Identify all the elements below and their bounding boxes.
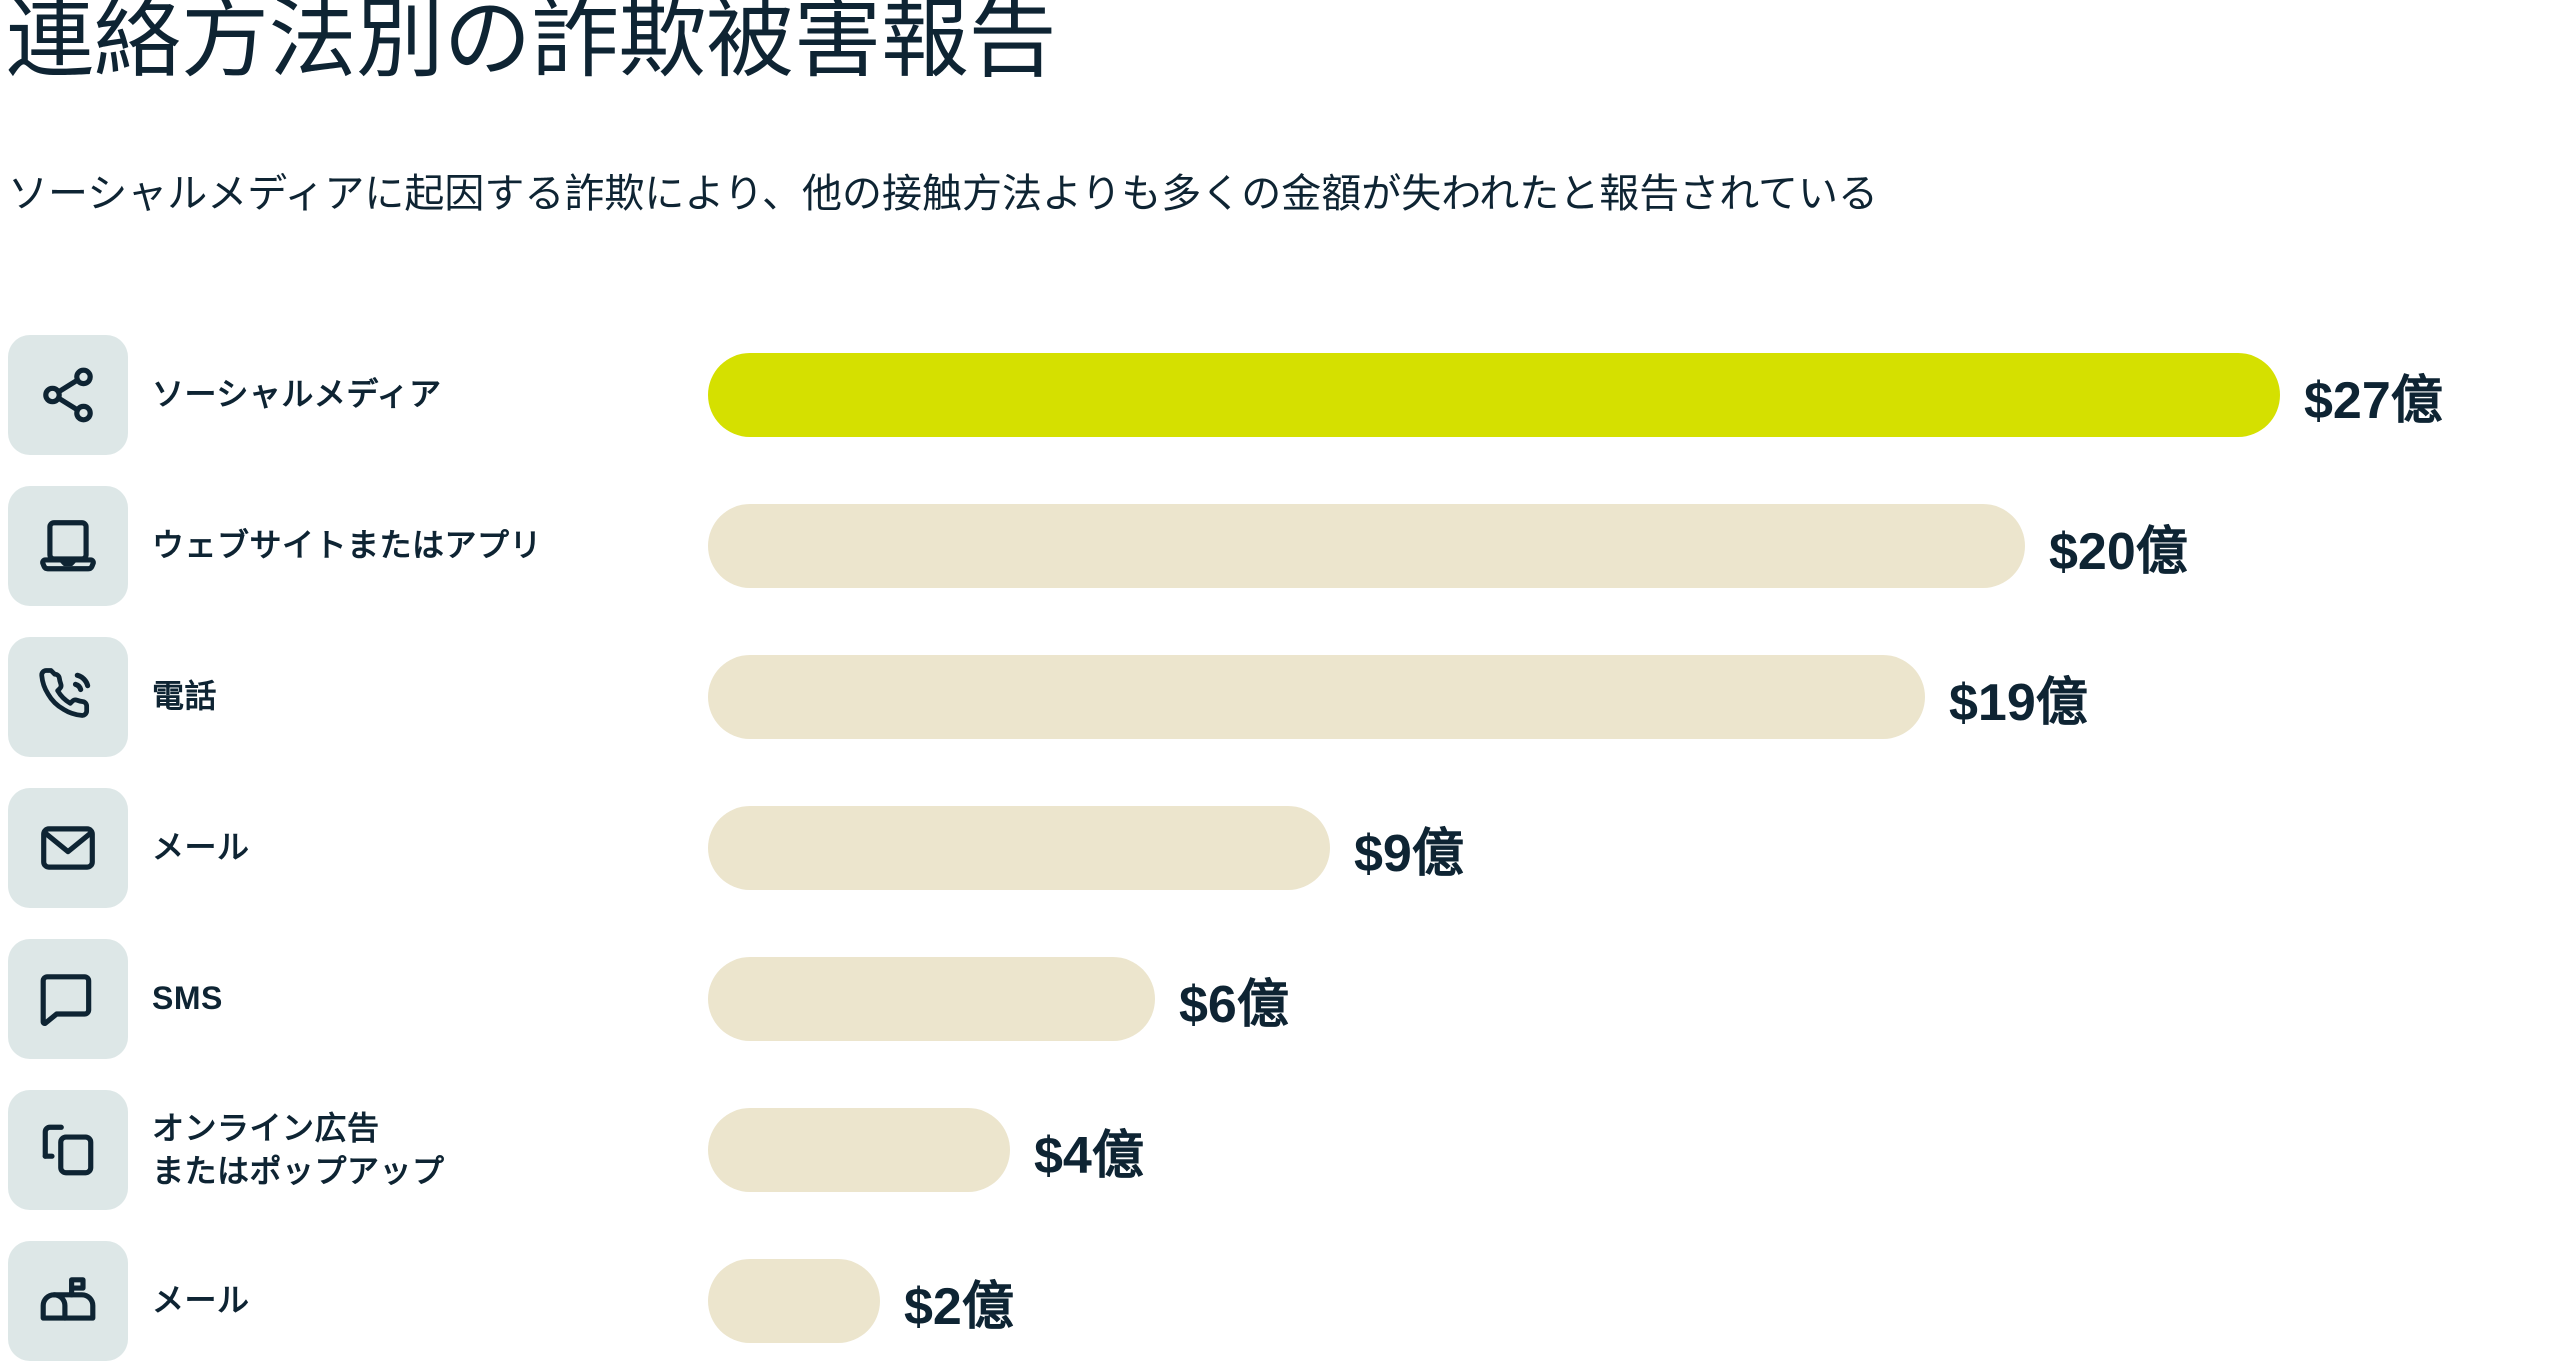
- bar-label: メール: [152, 1282, 250, 1319]
- bar-area: $4億: [708, 1082, 1144, 1218]
- bar-area: $27億: [708, 327, 2443, 463]
- bar-value: $20億: [2049, 522, 2188, 581]
- bar-fill: [708, 655, 1925, 739]
- page-title: 連絡方法別の詐欺被害報告: [6, 0, 1057, 88]
- bar-row: ソーシャルメディア $27億: [0, 327, 2560, 478]
- bar-area: $9億: [708, 780, 1464, 916]
- bar-area: $6億: [708, 931, 1289, 1067]
- bar-area: $20億: [708, 478, 2188, 614]
- bar-row: メール $2億: [0, 1233, 2560, 1363]
- bar-row: ウェブサイトまたはアプリ $20億: [0, 478, 2560, 629]
- bar-fill: [708, 806, 1330, 890]
- page-subtitle: ソーシャルメディアに起因する詐欺により、他の接触方法よりも多くの金額が失われたと…: [8, 172, 1878, 216]
- bar-value: $27億: [2304, 371, 2443, 430]
- mailbox-icon: [8, 1241, 128, 1361]
- bar-fill: [708, 1259, 880, 1343]
- bar-area: $19億: [708, 629, 2088, 765]
- bar-value: $6億: [1179, 975, 1289, 1034]
- bar-fill: [708, 504, 2025, 588]
- bar-value: $19億: [1949, 673, 2088, 732]
- bar-value: $4億: [1034, 1126, 1144, 1185]
- popup-windows-icon: [8, 1090, 128, 1210]
- bar-fill: [708, 1108, 1010, 1192]
- bar-value: $9億: [1354, 824, 1464, 883]
- bar-row: メール $9億: [0, 780, 2560, 931]
- bar-row: オンライン広告 またはポップアップ $4億: [0, 1082, 2560, 1233]
- bar-row: 電話 $19億: [0, 629, 2560, 780]
- bar-label: SMS: [152, 980, 223, 1017]
- bar-fill: [708, 353, 2280, 437]
- bar-chart: ソーシャルメディア $27億 ウェブサイトまたはアプリ $20億: [0, 327, 2560, 1363]
- bar-label: メール: [152, 829, 250, 866]
- bar-value: $2億: [904, 1277, 1014, 1336]
- bar-label: ウェブサイトまたはアプリ: [152, 527, 543, 564]
- share-icon: [8, 335, 128, 455]
- bar-label: ソーシャルメディア: [152, 376, 442, 413]
- bar-label: オンライン広告 またはポップアップ: [152, 1109, 445, 1189]
- phone-call-icon: [8, 637, 128, 757]
- bar-area: $2億: [708, 1233, 1014, 1363]
- bar-row: SMS $6億: [0, 931, 2560, 1082]
- chat-bubble-icon: [8, 939, 128, 1059]
- envelope-icon: [8, 788, 128, 908]
- laptop-icon: [8, 486, 128, 606]
- bar-label: 電話: [152, 678, 218, 715]
- bar-fill: [708, 957, 1155, 1041]
